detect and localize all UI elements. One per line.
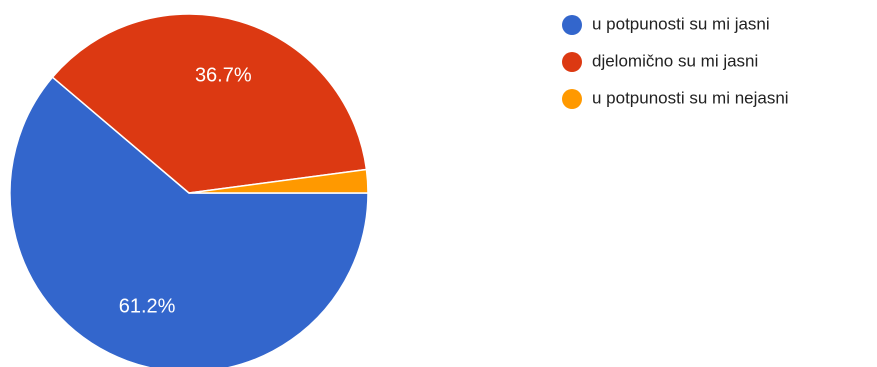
- pie-slice-2: [51, 13, 368, 194]
- legend-marker-1: [562, 15, 582, 35]
- legend-item-1: u potpunosti su mi jasni: [562, 14, 770, 35]
- legend-item-2: djelomično su mi jasni: [562, 51, 758, 72]
- pie-slice-3: [188, 168, 369, 194]
- legend-label-3: u potpunosti su mi nejasni: [592, 88, 789, 107]
- legend-label-1: u potpunosti su mi jasni: [592, 14, 770, 33]
- pie-slice-1: [9, 76, 369, 367]
- legend: u potpunosti su mi jasni djelomično su mi…: [562, 14, 789, 109]
- legend-marker-3: [562, 89, 582, 109]
- slice-label-2: 36.7%: [195, 64, 252, 86]
- legend-item-3: u potpunosti su mi nejasni: [562, 88, 789, 109]
- slice-label-1: 61.2%: [119, 296, 176, 318]
- slice-labels: 61.2% 36.7%: [119, 64, 252, 317]
- legend-label-2: djelomično su mi jasni: [592, 51, 758, 70]
- pie-slices: [9, 13, 369, 367]
- legend-marker-2: [562, 52, 582, 72]
